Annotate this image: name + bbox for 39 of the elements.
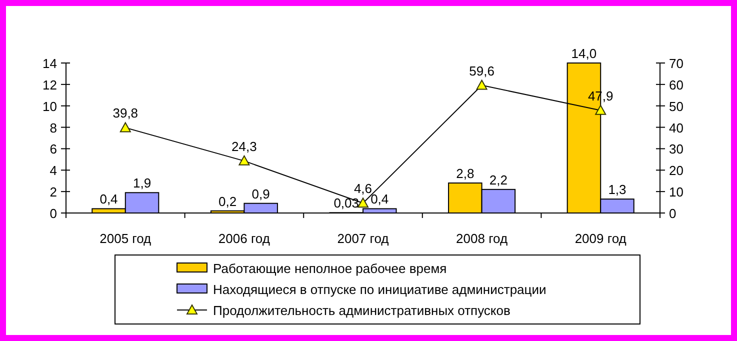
data-label: 24,3	[232, 138, 257, 154]
y-tick-label: 10	[42, 98, 57, 114]
x-tick-label: 2007 год	[337, 231, 390, 246]
y-tick-label: 6	[50, 142, 57, 157]
y2-tick-label: 50	[669, 98, 684, 114]
data-label: 0,03	[334, 196, 360, 211]
data-label: 14,0	[571, 46, 597, 61]
legend-label: Работающие неполное рабочее время	[213, 261, 447, 276]
data-label: 0,2	[218, 194, 237, 209]
data-label: 1,3	[608, 182, 626, 198]
x-tick-label: 2005 год	[100, 231, 152, 246]
y-tick-label: 0	[50, 206, 57, 221]
data-label: 4,6	[354, 181, 372, 196]
y2-tick-label: 30	[669, 142, 684, 157]
y2-tick-label: 20	[669, 163, 684, 178]
data-label: 0,4	[100, 192, 118, 207]
y2-tick-label: 40	[669, 120, 684, 136]
data-label: 2,8	[456, 166, 474, 181]
y-tick-label: 4	[50, 163, 57, 178]
data-label: 59,6	[469, 63, 494, 78]
y2-tick-label: 0	[669, 206, 676, 221]
y-tick-label: 8	[50, 120, 57, 136]
y-tick-label: 12	[42, 77, 57, 92]
x-tick-label: 2009 год	[574, 231, 627, 246]
data-label: 2,2	[489, 172, 508, 188]
y2-tick-label: 10	[669, 184, 684, 200]
data-label: 47,9	[588, 88, 614, 104]
legend-label: Продолжительность административных отпусков	[213, 303, 510, 318]
y2-tick-label: 60	[669, 77, 684, 92]
x-tick-label: 2008 год	[456, 231, 508, 246]
data-label: 0,4	[370, 192, 389, 207]
y-tick-label: 2	[50, 184, 57, 200]
data-label: 1,9	[132, 176, 152, 191]
legend-label: Находящиеся в отпуске по инициативе администрации	[213, 282, 546, 297]
data-label: 39,8	[112, 106, 138, 121]
x-tick-label: 2006 год	[218, 231, 270, 246]
y2-tick-label: 70	[669, 56, 684, 71]
y-tick-label: 14	[42, 56, 57, 71]
data-label: 0,9	[252, 186, 270, 202]
